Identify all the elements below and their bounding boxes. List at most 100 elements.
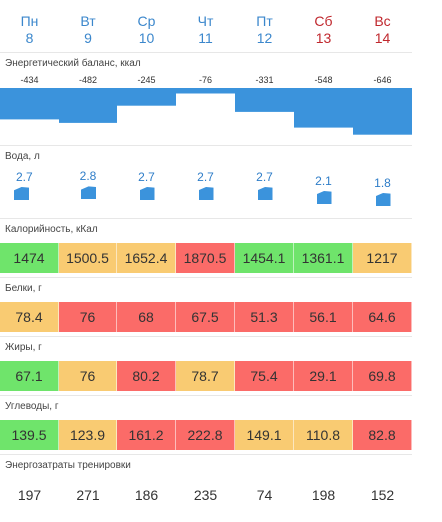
training-value: 271 — [76, 487, 100, 503]
protein-cell: 64.6 — [353, 302, 412, 332]
protein-row: 78.4 76 68 67.5 51.3 56.1 64.6 — [0, 302, 412, 332]
carbs-row: 139.5 123.9 161.2 222.8 149.1 110.8 82.8 — [0, 420, 412, 450]
carbs-label: Углеводы, г — [5, 401, 59, 412]
day-header-2: Ср 10 — [117, 0, 176, 52]
protein-cell: 78.4 — [0, 302, 59, 332]
protein-cell: 68 — [117, 302, 176, 332]
calories-cell: 1454.1 — [235, 243, 294, 273]
water-value: 2.8 — [79, 169, 97, 184]
day-name: Вс — [374, 13, 391, 29]
water-cell-0: 2.7 — [0, 164, 59, 220]
calories-cell: 1500.5 — [59, 243, 117, 273]
calories-section: Калорийность, кКал 1474 1500.5 1652.4 1870.5… — [0, 218, 412, 277]
fat-cell: 76 — [59, 361, 117, 391]
energy-balance-label: Энергетический баланс, ккал — [5, 58, 141, 69]
fat-cell: 69.8 — [353, 361, 412, 391]
day-name: Вт — [80, 13, 96, 29]
protein-label: Белки, г — [5, 283, 42, 294]
protein-cell: 67.5 — [176, 302, 235, 332]
water-cup-icon — [14, 187, 29, 200]
day-name: Пн — [20, 13, 39, 29]
energy-bar-4 — [235, 88, 294, 112]
water-cell-5: 2.1 — [294, 164, 353, 220]
water-cup-icon — [139, 187, 155, 200]
energy-balance-chart: -434 -482 -245 -76 -331 -548 -646 — [0, 75, 412, 135]
training-row: 197 271 186 235 74 198 152 — [0, 473, 412, 503]
calories-cell: 1652.4 — [117, 243, 176, 273]
training-value: 74 — [256, 487, 273, 503]
water-section: Вода, л 2.7 2.8 2.7 2.7 2.7 2.1 1.8 — [0, 145, 412, 218]
carbs-section: Углеводы, г 139.5 123.9 161.2 222.8 149.1 110.… — [0, 395, 412, 454]
water-value: 2.1 — [315, 174, 332, 188]
water-cup-icon — [81, 186, 96, 200]
water-cell-1: 2.8 — [59, 164, 117, 220]
energy-bar-2 — [117, 88, 176, 106]
calories-label: Калорийность, кКал — [5, 224, 98, 235]
carbs-cell: 82.8 — [353, 420, 412, 450]
nutrition-weekly-table: Пн 8 Вт 9 Ср 10 Чт 11 Пт 12 Сб 13 Вс 14 Энергетически… — [0, 0, 412, 515]
training-value: 186 — [134, 487, 159, 503]
energy-value-4: -331 — [255, 75, 273, 85]
day-header-6: Вс 14 — [353, 0, 412, 52]
water-value: 2.7 — [197, 170, 214, 184]
day-header-3: Чт 11 — [176, 0, 235, 52]
water-cell-3: 2.7 — [176, 164, 235, 220]
energy-balance-section: Энергетический баланс, ккал -434 -482 -245… — [0, 52, 412, 145]
training-value: 197 — [17, 487, 42, 503]
carbs-cell: 139.5 — [0, 420, 59, 450]
day-date: 8 — [25, 30, 34, 46]
energy-value-1: -482 — [79, 75, 97, 85]
water-cup-icon — [316, 191, 332, 204]
carbs-cell: 222.8 — [176, 420, 235, 450]
training-value: 235 — [193, 487, 218, 503]
days-header: Пн 8 Вт 9 Ср 10 Чт 11 Пт 12 Сб 13 Вс 14 — [0, 0, 412, 52]
water-value: 1.8 — [374, 176, 391, 190]
energy-value-6: -646 — [373, 75, 391, 85]
water-cup-icon — [198, 187, 214, 200]
energy-bar-0 — [0, 88, 59, 120]
energy-bar-6 — [353, 88, 412, 135]
day-name: Ср — [137, 13, 156, 29]
day-date: 14 — [374, 30, 391, 46]
calories-cell: 1361.1 — [294, 243, 353, 273]
protein-section: Белки, г 78.4 76 68 67.5 51.3 56.1 64.6 — [0, 277, 412, 336]
water-cell-4: 2.7 — [235, 164, 294, 220]
water-label: Вода, л — [5, 151, 40, 162]
day-name: Чт — [197, 13, 214, 29]
fat-row: 67.1 76 80.2 78.7 75.4 29.1 69.8 — [0, 361, 412, 391]
protein-cell: 76 — [59, 302, 117, 332]
fat-section: Жиры, г 67.1 76 80.2 78.7 75.4 29.1 69.8 — [0, 336, 412, 395]
day-date: 12 — [256, 30, 273, 46]
calories-cell: 1217 — [353, 243, 412, 273]
fat-cell: 29.1 — [294, 361, 353, 391]
energy-value-2: -245 — [137, 75, 155, 85]
training-value: 198 — [311, 487, 336, 503]
water-cell-6: 1.8 — [353, 164, 412, 220]
training-label: Энергозатраты тренировки — [5, 460, 131, 471]
energy-value-0: -434 — [20, 75, 38, 85]
training-section: Энергозатраты тренировки 197 271 186 235 74 1… — [0, 454, 412, 515]
day-header-1: Вт 9 — [59, 0, 117, 52]
protein-cell: 51.3 — [235, 302, 294, 332]
day-header-0: Пн 8 — [0, 0, 59, 52]
fat-cell: 75.4 — [235, 361, 294, 391]
training-value: 152 — [370, 487, 395, 503]
fat-cell: 67.1 — [0, 361, 59, 391]
day-date: 11 — [198, 30, 213, 46]
energy-value-5: -548 — [314, 75, 332, 85]
protein-cell: 56.1 — [294, 302, 353, 332]
water-cup-icon — [257, 187, 273, 200]
carbs-cell: 161.2 — [117, 420, 176, 450]
day-name: Сб — [314, 13, 333, 29]
carbs-cell: 149.1 — [235, 420, 294, 450]
calories-row: 1474 1500.5 1652.4 1870.5 1454.1 1361.1 1217 — [0, 243, 412, 273]
water-value: 2.7 — [256, 170, 273, 184]
energy-bar-1 — [59, 88, 117, 123]
energy-value-3: -76 — [199, 75, 212, 85]
day-date: 13 — [315, 30, 332, 46]
fat-label: Жиры, г — [5, 342, 42, 353]
fat-cell: 80.2 — [117, 361, 176, 391]
day-date: 9 — [84, 30, 92, 46]
day-name: Пт — [256, 13, 273, 29]
calories-cell: 1870.5 — [176, 243, 235, 273]
